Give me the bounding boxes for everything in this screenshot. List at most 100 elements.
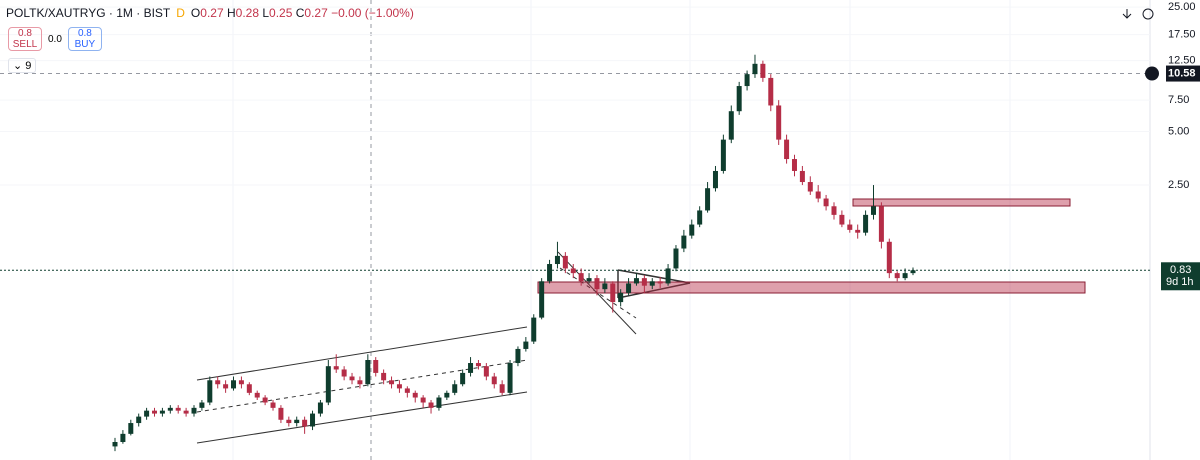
candle-body — [215, 380, 221, 385]
candle-body — [665, 268, 671, 284]
candle-body — [831, 206, 837, 215]
candle-body — [712, 170, 718, 189]
candle-body — [776, 105, 782, 140]
candle-body — [294, 419, 300, 424]
candle-body — [325, 366, 331, 403]
candle-body — [191, 407, 197, 414]
ohlc-value: 0.27 — [200, 6, 224, 20]
candle-body — [152, 410, 158, 414]
vertical-grid — [232, 0, 1011, 460]
ohlc-key: C — [295, 6, 305, 20]
candle-body — [381, 372, 387, 381]
buy-button[interactable]: 0.8 BUY — [67, 27, 102, 51]
candle-body — [578, 273, 584, 282]
buy-price: 0.8 — [77, 28, 92, 39]
candle-body — [144, 410, 150, 417]
y-tick-label: 12.50 — [1168, 55, 1196, 67]
candle-body — [357, 380, 363, 385]
candle-body — [784, 139, 790, 160]
ohlc-value: 0.28 — [235, 6, 259, 20]
ohlc-value: 0.25 — [269, 6, 293, 20]
drawings — [196, 251, 691, 444]
candle-body — [847, 224, 853, 230]
candle-body — [570, 268, 576, 274]
ohlc-value: 0.27 — [304, 6, 328, 20]
candle-body — [112, 441, 118, 447]
candle-body — [562, 255, 568, 269]
candle-body — [539, 281, 545, 318]
spread: 0.0 — [48, 33, 62, 45]
candle-body — [428, 402, 434, 408]
candle-body — [870, 206, 876, 215]
candle-body — [302, 419, 308, 427]
candle-body — [499, 384, 505, 393]
candle-body — [586, 278, 592, 282]
candle-body — [705, 188, 711, 211]
y-tick-label: 5.00 — [1168, 125, 1189, 137]
candle-body — [420, 397, 426, 403]
candle-body — [610, 283, 616, 303]
candle-body — [626, 283, 632, 293]
candle-body — [547, 264, 553, 282]
candle-body — [649, 281, 655, 286]
candle-body — [223, 384, 229, 389]
y-tick-label: 25.00 — [1168, 1, 1196, 13]
sell-button[interactable]: 0.8 SELL — [8, 27, 42, 51]
candle-body — [689, 224, 695, 236]
change: −0.00 (−1.00%) — [331, 6, 414, 20]
candle-body — [799, 170, 805, 183]
zone — [852, 198, 1071, 207]
candle-body — [207, 380, 213, 403]
candle-body — [341, 369, 347, 377]
candle-body — [633, 278, 639, 284]
candle-body — [389, 380, 395, 385]
indicators-toggle[interactable]: ⌄ 9 — [8, 58, 37, 73]
candle-body — [594, 278, 600, 290]
ohlc-key: O — [190, 6, 201, 20]
candle-body — [523, 341, 529, 349]
candle-body — [310, 413, 316, 427]
candle-body — [902, 273, 908, 279]
candle-body — [278, 407, 284, 420]
sell-price: 0.8 — [18, 28, 32, 39]
candle-body — [136, 416, 142, 424]
candle-body — [855, 229, 861, 233]
candle-body — [720, 139, 726, 171]
header-icons — [1122, 8, 1154, 20]
candle-body — [618, 292, 624, 303]
candle-body — [752, 63, 758, 75]
candle-body — [120, 433, 126, 442]
candle-body — [167, 407, 173, 411]
candle-body — [183, 410, 189, 414]
buy-label: BUY — [74, 39, 96, 50]
candle-body — [823, 198, 829, 207]
candle-body — [475, 363, 481, 367]
candle-body — [128, 423, 134, 434]
trade-panel: 0.8 SELL 0.0 0.8 BUY — [8, 27, 102, 51]
candle-body — [159, 410, 165, 414]
price-label: 0.83 — [1170, 264, 1191, 276]
candle-body — [878, 206, 884, 242]
candle-body — [760, 63, 766, 78]
candle-body — [404, 388, 410, 393]
countdown: 9d 1h — [1166, 276, 1194, 288]
crosshair-label-bg — [1166, 65, 1200, 82]
candle-body — [728, 111, 734, 140]
crosshair-label: 10.58 — [1168, 67, 1196, 79]
candle-body — [641, 278, 647, 286]
candle-body — [681, 235, 687, 249]
ohlc-key: L — [262, 6, 270, 20]
candle-body — [602, 283, 608, 290]
candle-body — [815, 191, 821, 199]
candle-body — [262, 397, 268, 403]
candle-body — [807, 182, 813, 192]
candle-body — [791, 159, 797, 171]
candle-body — [246, 384, 252, 393]
candle-body — [910, 270, 916, 274]
candle-body — [697, 210, 703, 225]
candle-body — [863, 214, 869, 233]
candle-body — [238, 380, 244, 385]
candle-body — [657, 281, 663, 284]
indicator-count: 9 — [25, 60, 32, 72]
